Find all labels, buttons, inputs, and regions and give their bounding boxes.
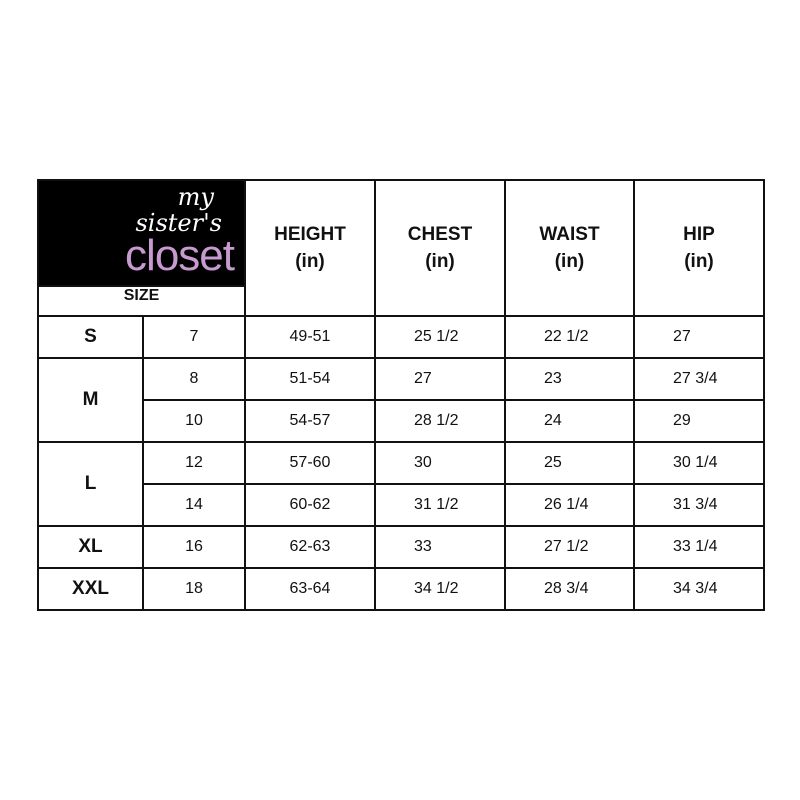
size-cell: L xyxy=(37,441,144,527)
waist-cell: 24 xyxy=(504,399,635,443)
num-cell: 18 xyxy=(142,567,246,611)
waist-cell: 25 xyxy=(504,441,635,485)
chest-cell: 33 xyxy=(374,525,506,569)
chest-cell: 25 1/2 xyxy=(374,315,506,359)
hip-cell: 34 3/4 xyxy=(633,567,765,611)
size-cell: XXL xyxy=(37,567,144,611)
logo-cell: my sister's closet SIZE xyxy=(37,179,246,317)
hip-cell: 27 xyxy=(633,315,765,359)
table-row: M 8 51-54 27 23 27 3/4 xyxy=(37,357,765,443)
header-row: my sister's closet SIZE HEIGHT (in) CHEST… xyxy=(37,179,765,317)
height-cell: 54-57 xyxy=(244,399,376,443)
waist-cell: 23 xyxy=(504,357,635,401)
logo-text-closet: closet xyxy=(125,231,235,280)
hip-cell: 29 xyxy=(633,399,765,443)
waist-cell: 27 1/2 xyxy=(504,525,635,569)
header-height: HEIGHT (in) xyxy=(244,179,376,317)
height-cell: 60-62 xyxy=(244,483,376,527)
hip-cell: 33 1/4 xyxy=(633,525,765,569)
num-cell: 7 xyxy=(142,315,246,359)
logo-text-my: my xyxy=(177,183,214,211)
height-cell: 49-51 xyxy=(244,315,376,359)
logo-text-sisters: sister's xyxy=(135,209,222,237)
size-header: SIZE xyxy=(39,285,244,315)
size-cell: S xyxy=(37,315,144,359)
hip-cell: 27 3/4 xyxy=(633,357,765,401)
num-cell: 16 xyxy=(142,525,246,569)
num-cell: 8 xyxy=(142,357,246,401)
chest-cell: 34 1/2 xyxy=(374,567,506,611)
header-hip: HIP (in) xyxy=(633,179,765,317)
table-row: XL 16 62-63 33 27 1/2 33 1/4 xyxy=(37,525,765,569)
table-row: 14 60-62 31 1/2 26 1/4 31 3/4 xyxy=(38,483,765,527)
table-row: 10 54-57 28 1/2 24 29 xyxy=(38,399,765,443)
chest-cell: 27 xyxy=(374,357,506,401)
header-waist: WAIST (in) xyxy=(504,179,635,317)
header-chest: CHEST (in) xyxy=(374,179,506,317)
hip-cell: 31 3/4 xyxy=(633,483,765,527)
height-cell: 63-64 xyxy=(244,567,376,611)
size-cell: M xyxy=(37,357,144,443)
waist-cell: 22 1/2 xyxy=(504,315,635,359)
chest-cell: 28 1/2 xyxy=(374,399,506,443)
brand-logo: my sister's closet xyxy=(39,181,244,285)
table-row: L 12 57-60 30 25 30 1/4 xyxy=(37,441,765,527)
table-row: S 7 49-51 25 1/2 22 1/2 27 xyxy=(37,315,765,359)
num-cell: 14 xyxy=(142,483,246,527)
height-cell: 57-60 xyxy=(244,441,376,485)
size-chart-table: my sister's closet SIZE HEIGHT (in) CHEST… xyxy=(37,179,765,611)
table-row: XXL 18 63-64 34 1/2 28 3/4 34 3/4 xyxy=(37,567,765,611)
waist-cell: 26 1/4 xyxy=(504,483,635,527)
chest-cell: 30 xyxy=(374,441,506,485)
chest-cell: 31 1/2 xyxy=(374,483,506,527)
size-cell: XL xyxy=(37,525,144,569)
num-cell: 12 xyxy=(142,441,246,485)
hip-cell: 30 1/4 xyxy=(633,441,765,485)
height-cell: 62-63 xyxy=(244,525,376,569)
num-cell: 10 xyxy=(142,399,246,443)
waist-cell: 28 3/4 xyxy=(504,567,635,611)
height-cell: 51-54 xyxy=(244,357,376,401)
